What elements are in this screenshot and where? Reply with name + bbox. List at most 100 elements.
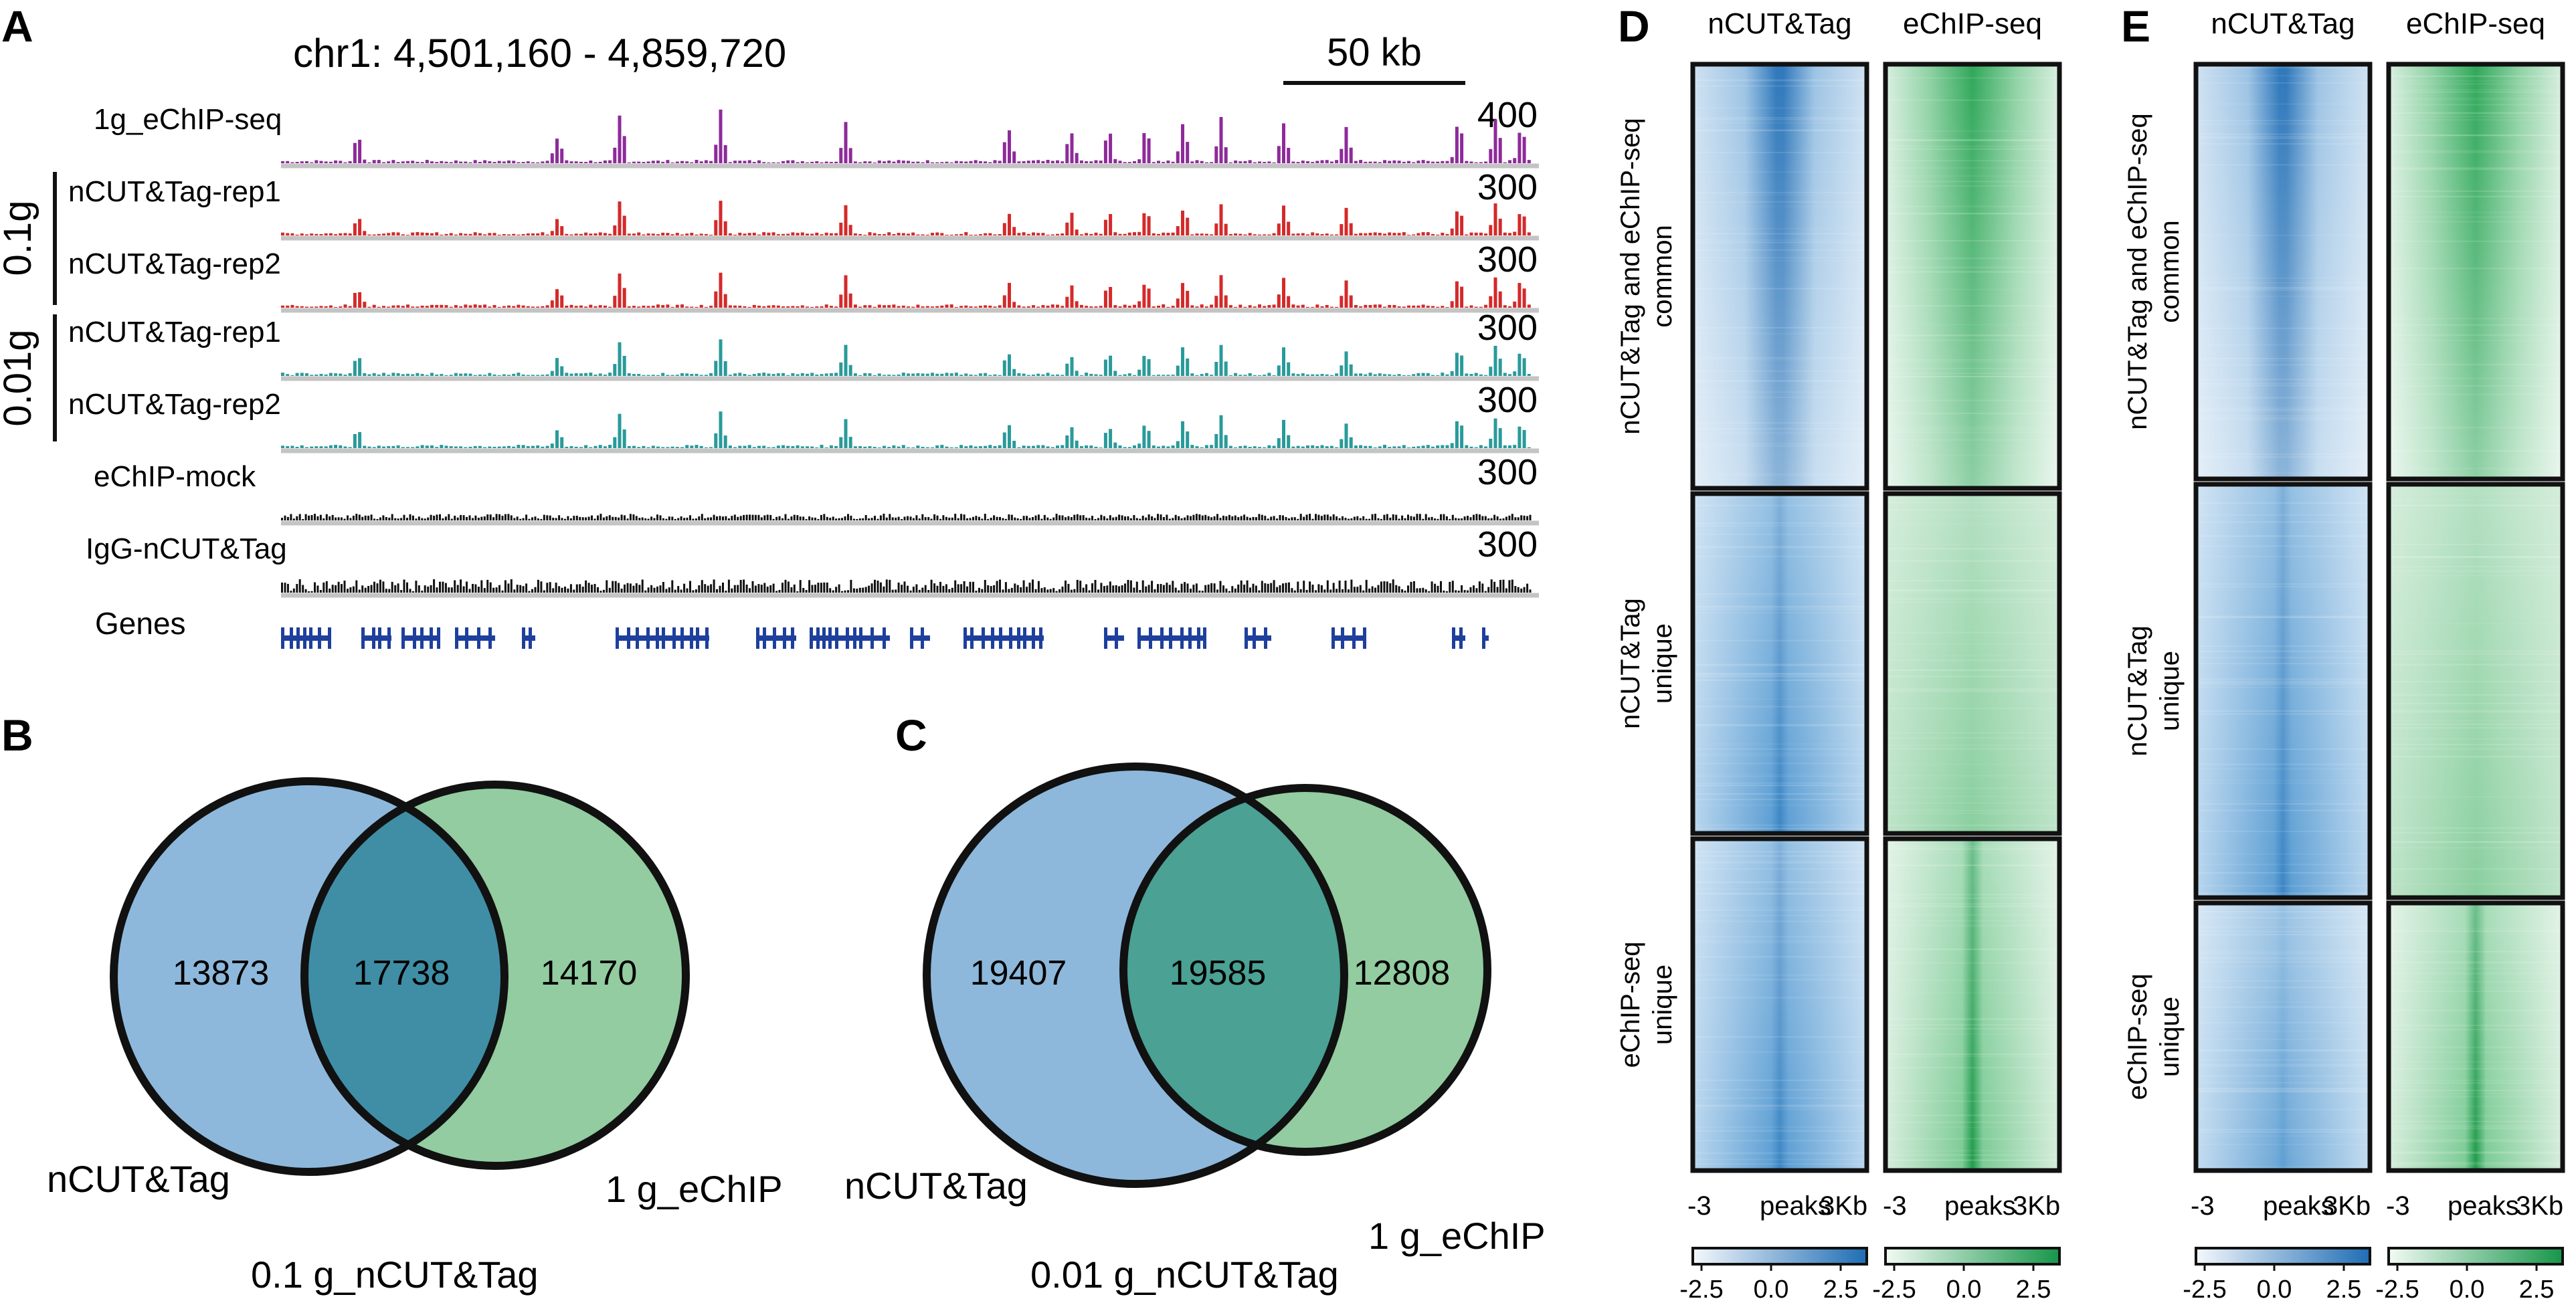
heatmap-block-2-2 <box>1883 491 2062 836</box>
svg-text:unique: unique <box>1648 623 1677 704</box>
panel-letter-a: A <box>1 1 33 51</box>
svg-text:nCUT&Tag: nCUT&Tag <box>2123 625 2152 757</box>
heatmap-block-3-2 <box>2386 900 2565 1173</box>
svg-text:nCUT&Tag: nCUT&Tag <box>1616 598 1645 729</box>
track-signal <box>281 201 1531 235</box>
svg-text:nCUT&Tag and eChIP-seq: nCUT&Tag and eChIP-seq <box>2123 113 2152 430</box>
track-label: nCUT&Tag-rep1 <box>68 175 281 208</box>
track-label: nCUT&Tag-rep2 <box>68 388 281 421</box>
track-scale: 300 <box>1477 380 1538 420</box>
track-3: nCUT&Tag-rep2 300 <box>68 239 1539 313</box>
track-signal <box>281 514 1532 520</box>
gene-block <box>910 627 930 649</box>
column-title-1: nCUT&Tag <box>1708 7 1851 40</box>
venn-b-overlap-count: 17738 <box>353 954 450 993</box>
track-4: nCUT&Tag-rep1 300 <box>68 308 1539 381</box>
svg-text:common: common <box>1648 225 1677 327</box>
svg-text:unique: unique <box>2155 651 2185 731</box>
gene-block <box>1104 627 1124 649</box>
gene-block <box>522 627 535 649</box>
panel-a: A chr1: 4,501,160 - 4,859,720 50 kb 0.1g… <box>0 1 1539 649</box>
heatmap-block-3-1 <box>1690 836 1869 1173</box>
panel-letter-d: D <box>1618 1 1650 51</box>
svg-text:common: common <box>2155 220 2185 322</box>
panel-letter-c: C <box>895 710 927 760</box>
gene-block <box>963 627 1044 649</box>
venn-c-right-count: 12808 <box>1354 954 1451 993</box>
panel-e: E nCUT&Tag eChIP-seq nCUT&Tag and eChIP-se… <box>2121 1 2565 1304</box>
gene-block <box>361 627 391 649</box>
colorbar-2: -2.5 0.0 2.5 <box>2375 1247 2564 1304</box>
svg-text:unique: unique <box>1648 965 1677 1045</box>
svg-text:0.0: 0.0 <box>1946 1276 1982 1304</box>
track-scale: 300 <box>1477 452 1538 492</box>
venn-b-right-count: 14170 <box>541 954 638 993</box>
heatmap-block-2-1 <box>1690 491 1869 836</box>
track-signal <box>281 579 1532 593</box>
svg-text:eChIP-seq: eChIP-seq <box>2123 974 2152 1100</box>
svg-text:2.5: 2.5 <box>2519 1276 2555 1304</box>
svg-text:0.0: 0.0 <box>2450 1276 2485 1304</box>
gene-block <box>401 627 440 649</box>
svg-text:3Kb: 3Kb <box>2516 1191 2563 1221</box>
cluster-label-3: eChIP-seq unique <box>1616 942 1677 1068</box>
venn-c-overlap <box>1123 788 1344 1152</box>
track-scale: 300 <box>1477 239 1538 280</box>
track-7: IgG-nCUT&Tag 300 <box>86 524 1539 598</box>
venn-b-caption: 0.1 g_nCUT&Tag <box>251 1253 539 1296</box>
venn-c-caption: 0.01 g_nCUT&Tag <box>1030 1253 1339 1296</box>
gene-annotation-track <box>281 627 1489 649</box>
cluster-label-1: nCUT&Tag and eChIP-seq common <box>1616 118 1677 435</box>
group-label-2: 0.01g <box>0 329 39 426</box>
svg-text:eChIP-seq: eChIP-seq <box>1616 942 1645 1068</box>
svg-text:peaks: peaks <box>2263 1191 2334 1221</box>
svg-text:3Kb: 3Kb <box>1820 1191 1867 1221</box>
venn-c-right-label: 1 g_eChIP <box>1368 1215 1546 1257</box>
cluster-label-2: nCUT&Tag unique <box>1616 598 1677 729</box>
colorbar-2: -2.5 0.0 2.5 <box>1872 1247 2061 1304</box>
track-signal <box>281 109 1531 163</box>
svg-text:peaks: peaks <box>1760 1191 1831 1221</box>
gene-block <box>810 627 890 649</box>
venn-b-left-count: 13873 <box>173 954 270 993</box>
track-signal <box>281 411 1531 448</box>
heatmap-block-3-1 <box>2193 900 2373 1173</box>
venn-b-right-label: 1 g_eChIP <box>606 1168 783 1210</box>
svg-text:-3: -3 <box>2191 1191 2215 1221</box>
heatmap-block-1-1 <box>2193 62 2373 482</box>
svg-text:0.0: 0.0 <box>2257 1276 2292 1304</box>
colorbar-1: -2.5 0.0 2.5 <box>1679 1247 1868 1304</box>
svg-text:-3: -3 <box>2386 1191 2410 1221</box>
track-label: IgG-nCUT&Tag <box>86 532 287 565</box>
track-scale: 300 <box>1477 524 1538 565</box>
svg-text:-2.5: -2.5 <box>1872 1276 1916 1304</box>
gene-block <box>1245 627 1271 649</box>
cluster-label-2: nCUT&Tag unique <box>2123 625 2185 757</box>
panel-b: B 13873 17738 14170 nCUT&Tag 1 g_eChIP 0… <box>1 710 783 1296</box>
venn-c-overlap-count: 19585 <box>1170 954 1267 993</box>
panel-d: D nCUT&Tag eChIP-seq nCUT&Tag and eChIP-se… <box>1616 1 2062 1304</box>
track-5: nCUT&Tag-rep2 300 <box>68 380 1539 454</box>
svg-text:0.0: 0.0 <box>1754 1276 1789 1304</box>
venn-b-overlap <box>304 785 504 1166</box>
track-label: nCUT&Tag-rep1 <box>68 316 281 348</box>
gene-block <box>1331 627 1366 649</box>
genes-label: Genes <box>95 606 186 641</box>
heatmap-block-2-1 <box>2193 482 2373 900</box>
svg-text:-2.5: -2.5 <box>1679 1276 1723 1304</box>
track-scale: 400 <box>1477 95 1538 135</box>
gene-block <box>281 627 331 649</box>
svg-text:peaks: peaks <box>2448 1191 2519 1221</box>
svg-text:3Kb: 3Kb <box>2013 1191 2060 1221</box>
cluster-label-3: eChIP-seq unique <box>2123 974 2185 1100</box>
svg-text:3Kb: 3Kb <box>2323 1191 2371 1221</box>
group-label-1: 0.1g <box>0 201 39 276</box>
heatmap-block-2-2 <box>2386 482 2565 900</box>
heatmap-block-1-1 <box>1690 62 1869 491</box>
svg-text:peaks: peaks <box>1944 1191 2016 1221</box>
panel-letter-e: E <box>2121 1 2150 51</box>
svg-text:-3: -3 <box>1687 1191 1712 1221</box>
